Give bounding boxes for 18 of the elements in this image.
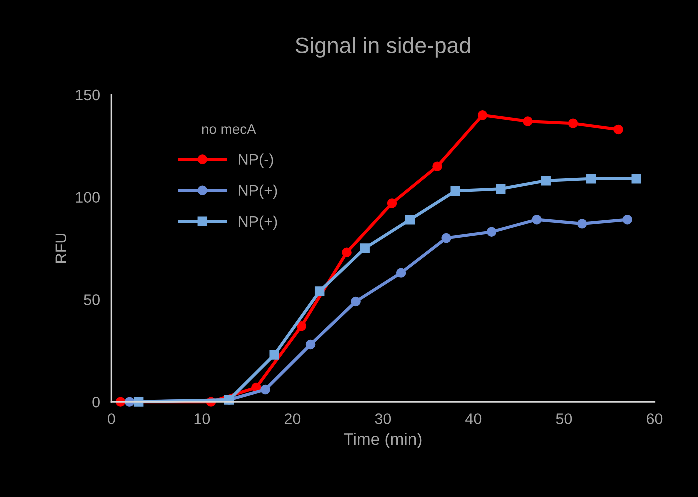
x-axis-title: Time (min) [344, 432, 422, 449]
x-tick-label: 20 [284, 414, 301, 424]
y-tick-label: 100 [76, 192, 100, 203]
x-tick-label: 10 [194, 414, 210, 424]
x-tick-label: 50 [556, 414, 572, 424]
x-tick-label: 60 [647, 414, 663, 424]
x-tick-label: 30 [375, 414, 392, 424]
chart-title: Signal in side-pad [296, 37, 470, 58]
legend-title: no mecA [202, 124, 256, 134]
y-tick-label: 150 [76, 90, 100, 101]
legend-label: NP(+) [239, 184, 278, 200]
x-tick-label: 40 [466, 414, 482, 424]
legend-label: NP(-) [239, 154, 274, 168]
y-tick-label: 0 [92, 396, 100, 408]
y-tick-label: 50 [84, 294, 100, 306]
legend-label: NP(+) [239, 216, 278, 230]
x-tick-label: 0 [108, 414, 116, 424]
y-axis-title: RFU [56, 234, 67, 263]
